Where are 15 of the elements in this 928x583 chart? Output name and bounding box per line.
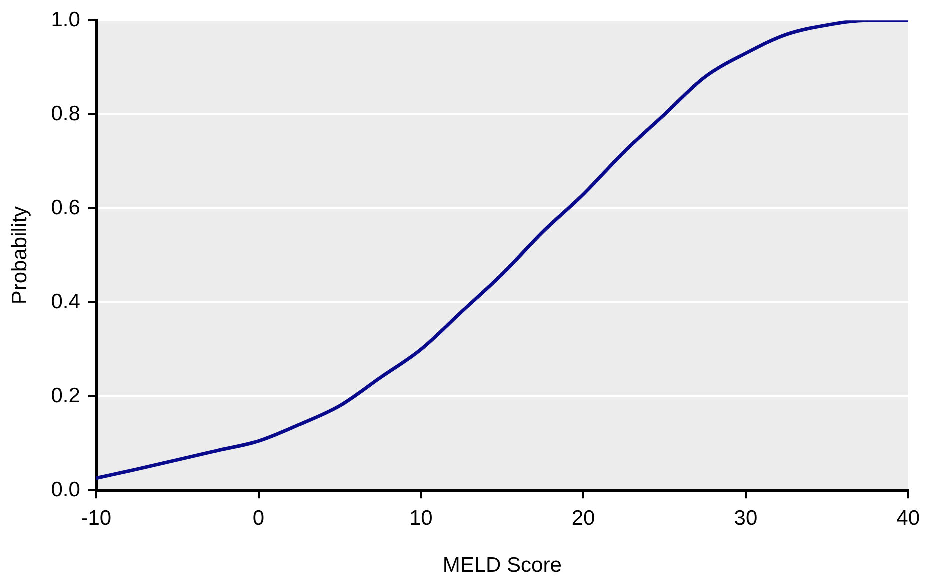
x-tick-label: 0 [252, 506, 265, 530]
x-tick-label: 10 [409, 506, 433, 530]
x-tick-label: 30 [734, 506, 758, 530]
y-tick-label: 0.2 [51, 384, 80, 408]
x-tick-label: -10 [81, 506, 112, 530]
x-tick-label: 40 [896, 506, 920, 530]
line-series [96, 20, 908, 480]
y-tick-label: 0.0 [51, 478, 80, 502]
y-tick-label: 0.6 [51, 196, 80, 220]
x-tick-label: 20 [572, 506, 596, 530]
y-axis-title: Probability [8, 206, 32, 305]
y-tick-label: 0.8 [51, 102, 80, 126]
y-tick-label: 1.0 [51, 8, 80, 32]
y-tick-label: 0.4 [51, 290, 81, 314]
x-axis-title: MELD Score [442, 554, 562, 578]
